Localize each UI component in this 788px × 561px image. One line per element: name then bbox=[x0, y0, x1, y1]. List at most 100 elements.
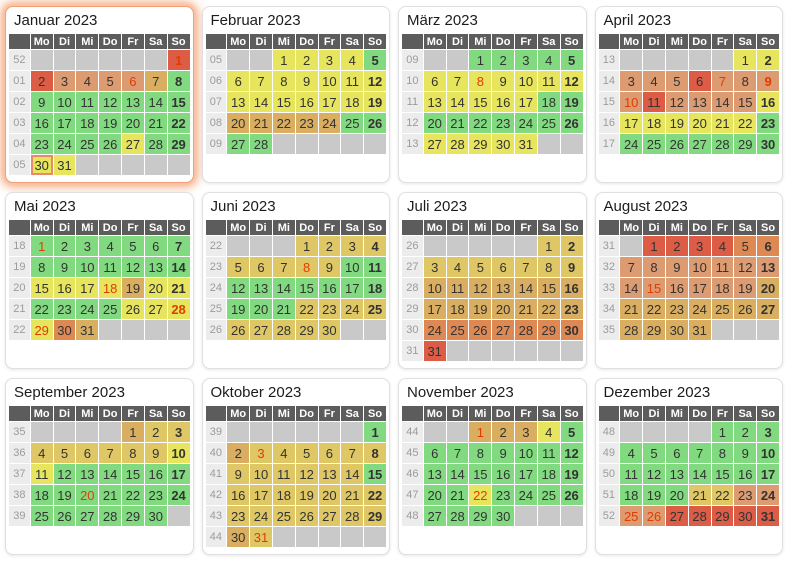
day-cell: 1 bbox=[272, 50, 295, 70]
weekday-header-cell: So bbox=[757, 34, 779, 49]
day-cell: 20 bbox=[423, 113, 446, 133]
day-cell: 31 bbox=[757, 506, 779, 526]
weekday-header-cell: Sa bbox=[537, 220, 560, 235]
weekday-header-cell: Di bbox=[250, 34, 272, 49]
month-title: Juni 2023 bbox=[210, 198, 276, 215]
empty-day-cell bbox=[227, 236, 250, 256]
day-cell: 10 bbox=[515, 71, 537, 91]
day-cell: 20 bbox=[144, 278, 167, 298]
weekday-header-cell: Fr bbox=[318, 34, 341, 49]
weekday-header-cell: So bbox=[364, 34, 386, 49]
day-cell: 17 bbox=[341, 278, 364, 298]
day-cell: 30 bbox=[30, 155, 53, 175]
month-panel-november: November 2023 Mo Di Mi Do Fr Sa So 44 1 2 3 4 5 45 6 7 8 9… bbox=[398, 378, 587, 555]
empty-day-cell bbox=[167, 506, 190, 526]
day-cell: 23 bbox=[318, 299, 341, 319]
day-cell: 14 bbox=[711, 92, 734, 112]
day-cell: 21 bbox=[688, 485, 711, 505]
day-cell: 21 bbox=[167, 278, 190, 298]
month-title: Dezember 2023 bbox=[603, 384, 711, 401]
day-cell: 31 bbox=[53, 155, 76, 175]
day-cell: 15 bbox=[469, 464, 492, 484]
empty-day-cell bbox=[295, 422, 318, 442]
weekday-header-cell: Mi bbox=[469, 406, 492, 421]
day-cell: 14 bbox=[446, 464, 469, 484]
week-number-cell: 03 bbox=[9, 113, 30, 133]
weekday-header-cell: Sa bbox=[537, 34, 560, 49]
weekday-header-cell: Mi bbox=[76, 220, 99, 235]
weekday-header-cell: Fr bbox=[711, 220, 734, 235]
day-cell: 16 bbox=[492, 464, 515, 484]
week-number-cell: 05 bbox=[9, 155, 30, 175]
day-cell: 10 bbox=[341, 257, 364, 277]
day-cell: 25 bbox=[643, 134, 665, 154]
week-number-cell: 41 bbox=[205, 464, 227, 484]
day-cell: 4 bbox=[341, 50, 364, 70]
week-number-cell: 34 bbox=[598, 299, 620, 319]
day-cell: 25 bbox=[341, 113, 364, 133]
day-cell: 7 bbox=[144, 71, 167, 91]
day-cell: 19 bbox=[469, 299, 492, 319]
month-panel-juni: Juni 2023 Mo Di Mi Do Fr Sa So 22 1 2 3 4 23 5 6 7 8 9 10 11… bbox=[201, 192, 390, 369]
month-panel-august: August 2023 Mo Di Mi Do Fr Sa So 31 1 2 3 4 5 6 32 7 8 9 10… bbox=[594, 192, 783, 369]
weeknumber-header-cell bbox=[205, 34, 227, 49]
weekday-header-cell: Fr bbox=[122, 34, 144, 49]
day-cell: 17 bbox=[53, 113, 76, 133]
day-cell: 28 bbox=[272, 320, 295, 340]
day-cell: 18 bbox=[620, 485, 643, 505]
day-cell: 7 bbox=[446, 443, 469, 463]
day-cell: 12 bbox=[643, 464, 665, 484]
day-cell: 19 bbox=[99, 113, 122, 133]
day-cell: 26 bbox=[665, 134, 688, 154]
day-cell: 4 bbox=[30, 443, 53, 463]
empty-day-cell bbox=[144, 50, 167, 70]
day-cell: 16 bbox=[665, 278, 688, 298]
empty-day-cell bbox=[757, 320, 779, 340]
day-cell: 3 bbox=[318, 50, 341, 70]
empty-day-cell bbox=[272, 134, 295, 154]
day-cell: 2 bbox=[734, 422, 757, 442]
day-cell: 22 bbox=[469, 113, 492, 133]
day-cell: 6 bbox=[423, 443, 446, 463]
day-cell: 25 bbox=[711, 299, 734, 319]
day-cell: 2 bbox=[492, 422, 515, 442]
day-cell: 21 bbox=[99, 485, 122, 505]
weekday-header-cell: Mo bbox=[423, 34, 446, 49]
day-cell: 18 bbox=[537, 92, 560, 112]
day-cell: 20 bbox=[318, 485, 341, 505]
day-cell: 27 bbox=[757, 299, 779, 319]
empty-day-cell bbox=[537, 341, 560, 361]
day-cell: 12 bbox=[227, 278, 250, 298]
month-panel-januar: Januar 2023 Mo Di Mi Do Fr Sa So 52 1 01 2 3 4 5 6 7 8 02 9… bbox=[5, 6, 194, 183]
day-cell: 2 bbox=[295, 50, 318, 70]
day-cell: 21 bbox=[446, 485, 469, 505]
day-cell: 20 bbox=[76, 485, 99, 505]
day-cell: 17 bbox=[515, 464, 537, 484]
weekday-header-cell: Di bbox=[53, 34, 76, 49]
week-number-cell: 28 bbox=[402, 278, 423, 298]
day-cell: 5 bbox=[295, 443, 318, 463]
week-number-cell: 09 bbox=[205, 134, 227, 154]
day-cell: 27 bbox=[688, 134, 711, 154]
weekday-header-cell: So bbox=[560, 406, 583, 421]
weekday-header-cell: Mo bbox=[620, 34, 643, 49]
day-cell: 30 bbox=[318, 320, 341, 340]
empty-day-cell bbox=[560, 134, 583, 154]
weekday-header-cell: Do bbox=[295, 34, 318, 49]
day-cell: 17 bbox=[515, 92, 537, 112]
empty-day-cell bbox=[688, 50, 711, 70]
day-cell: 1 bbox=[122, 422, 144, 442]
day-cell: 13 bbox=[318, 464, 341, 484]
month-table: Mo Di Mi Do Fr Sa So 52 1 01 2 3 4 5 6 7 8 02 9 10 11 12 13 14 1… bbox=[8, 33, 191, 176]
empty-day-cell bbox=[688, 422, 711, 442]
month-title: Februar 2023 bbox=[210, 12, 301, 29]
day-cell: 25 bbox=[272, 506, 295, 526]
day-cell: 24 bbox=[318, 113, 341, 133]
weeknumber-header-cell bbox=[9, 406, 30, 421]
week-number-cell: 16 bbox=[598, 113, 620, 133]
day-cell: 1 bbox=[469, 422, 492, 442]
week-number-cell: 22 bbox=[9, 320, 30, 340]
day-cell: 16 bbox=[227, 485, 250, 505]
day-cell: 24 bbox=[757, 485, 779, 505]
week-number-cell: 06 bbox=[205, 71, 227, 91]
